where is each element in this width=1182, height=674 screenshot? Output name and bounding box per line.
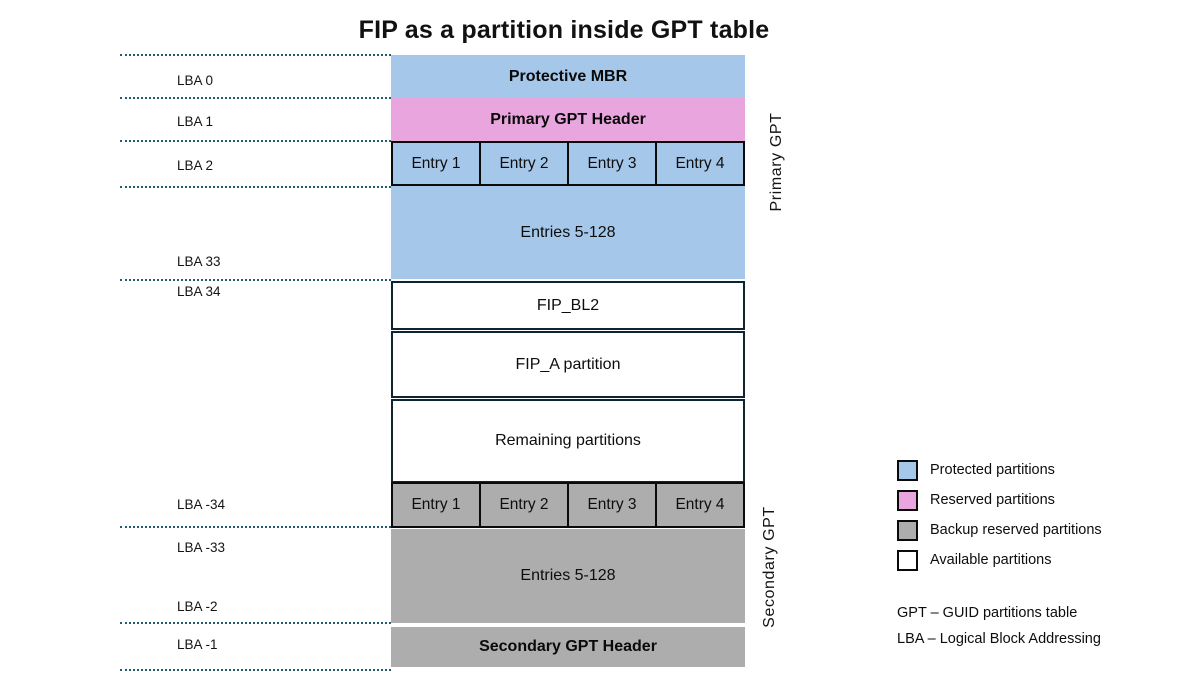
legend: Protected partitions Reserved partitions…: [897, 459, 1102, 571]
backup-swatch-icon: [897, 519, 918, 541]
entry-cell: Entry 2: [479, 141, 569, 186]
block-secondary-entries-rest: Entries 5-128: [391, 529, 745, 623]
block-secondary-gpt-header: Secondary GPT Header: [391, 627, 745, 667]
legend-row: Available partitions: [897, 549, 1102, 571]
block-fip-a-partition: FIP_A partition: [391, 331, 745, 398]
lba-label: LBA 1: [177, 114, 214, 129]
lba-label: LBA -34: [177, 497, 226, 512]
block-fip-bl2: FIP_BL2: [391, 281, 745, 330]
entry-cell: Entry 1: [391, 482, 481, 528]
primary-gpt-side-label: Primary GPT: [768, 112, 785, 212]
legend-label: Protected partitions: [930, 462, 1055, 478]
dotted-line: [120, 669, 391, 671]
dotted-line: [120, 140, 391, 142]
lba-label: LBA -2: [177, 599, 218, 614]
lba-label: LBA -1: [177, 637, 218, 652]
abbreviations: GPT – GUID partitions table LBA – Logica…: [897, 600, 1101, 652]
protected-swatch-icon: [897, 459, 918, 481]
diagram-title: FIP as a partition inside GPT table: [358, 16, 770, 44]
secondary-gpt-side-label: Secondary GPT: [761, 506, 778, 628]
block-primary-gpt-header: Primary GPT Header: [391, 98, 745, 141]
entry-cell: Entry 4: [655, 141, 745, 186]
entry-cell: Entry 3: [567, 482, 657, 528]
lba-label: LBA 34: [177, 284, 221, 299]
legend-row: Reserved partitions: [897, 489, 1102, 511]
lba-label: LBA -33: [177, 540, 226, 555]
primary-entry-row: Entry 1 Entry 2 Entry 3 Entry 4: [391, 141, 745, 186]
legend-label: Reserved partitions: [930, 492, 1055, 508]
dotted-line: [120, 622, 391, 624]
lba-label: LBA 33: [177, 254, 221, 269]
block-remaining-partitions: Remaining partitions: [391, 399, 745, 483]
block-protective-mbr: Protective MBR: [391, 55, 745, 98]
lba-label: LBA 2: [177, 158, 214, 173]
legend-row: Protected partitions: [897, 459, 1102, 481]
dotted-line: [120, 186, 391, 188]
legend-label: Backup reserved partitions: [930, 522, 1102, 538]
dotted-line: [120, 97, 391, 99]
entry-cell: Entry 2: [479, 482, 569, 528]
dotted-line: [120, 279, 391, 281]
entry-cell: Entry 3: [567, 141, 657, 186]
gpt-abbreviation: GPT – GUID partitions table: [897, 605, 1078, 621]
entry-cell: Entry 1: [391, 141, 481, 186]
lba-abbreviation: LBA – Logical Block Addressing: [897, 631, 1101, 647]
dotted-line: [120, 526, 391, 528]
entry-cell: Entry 4: [655, 482, 745, 528]
lba-label: LBA 0: [177, 73, 214, 88]
secondary-entry-row: Entry 1 Entry 2 Entry 3 Entry 4: [391, 482, 745, 528]
available-swatch-icon: [897, 549, 918, 571]
legend-row: Backup reserved partitions: [897, 519, 1102, 541]
block-primary-entries-rest: Entries 5-128: [391, 186, 745, 279]
dotted-line: [120, 54, 391, 56]
legend-label: Available partitions: [930, 552, 1052, 568]
reserved-swatch-icon: [897, 489, 918, 511]
